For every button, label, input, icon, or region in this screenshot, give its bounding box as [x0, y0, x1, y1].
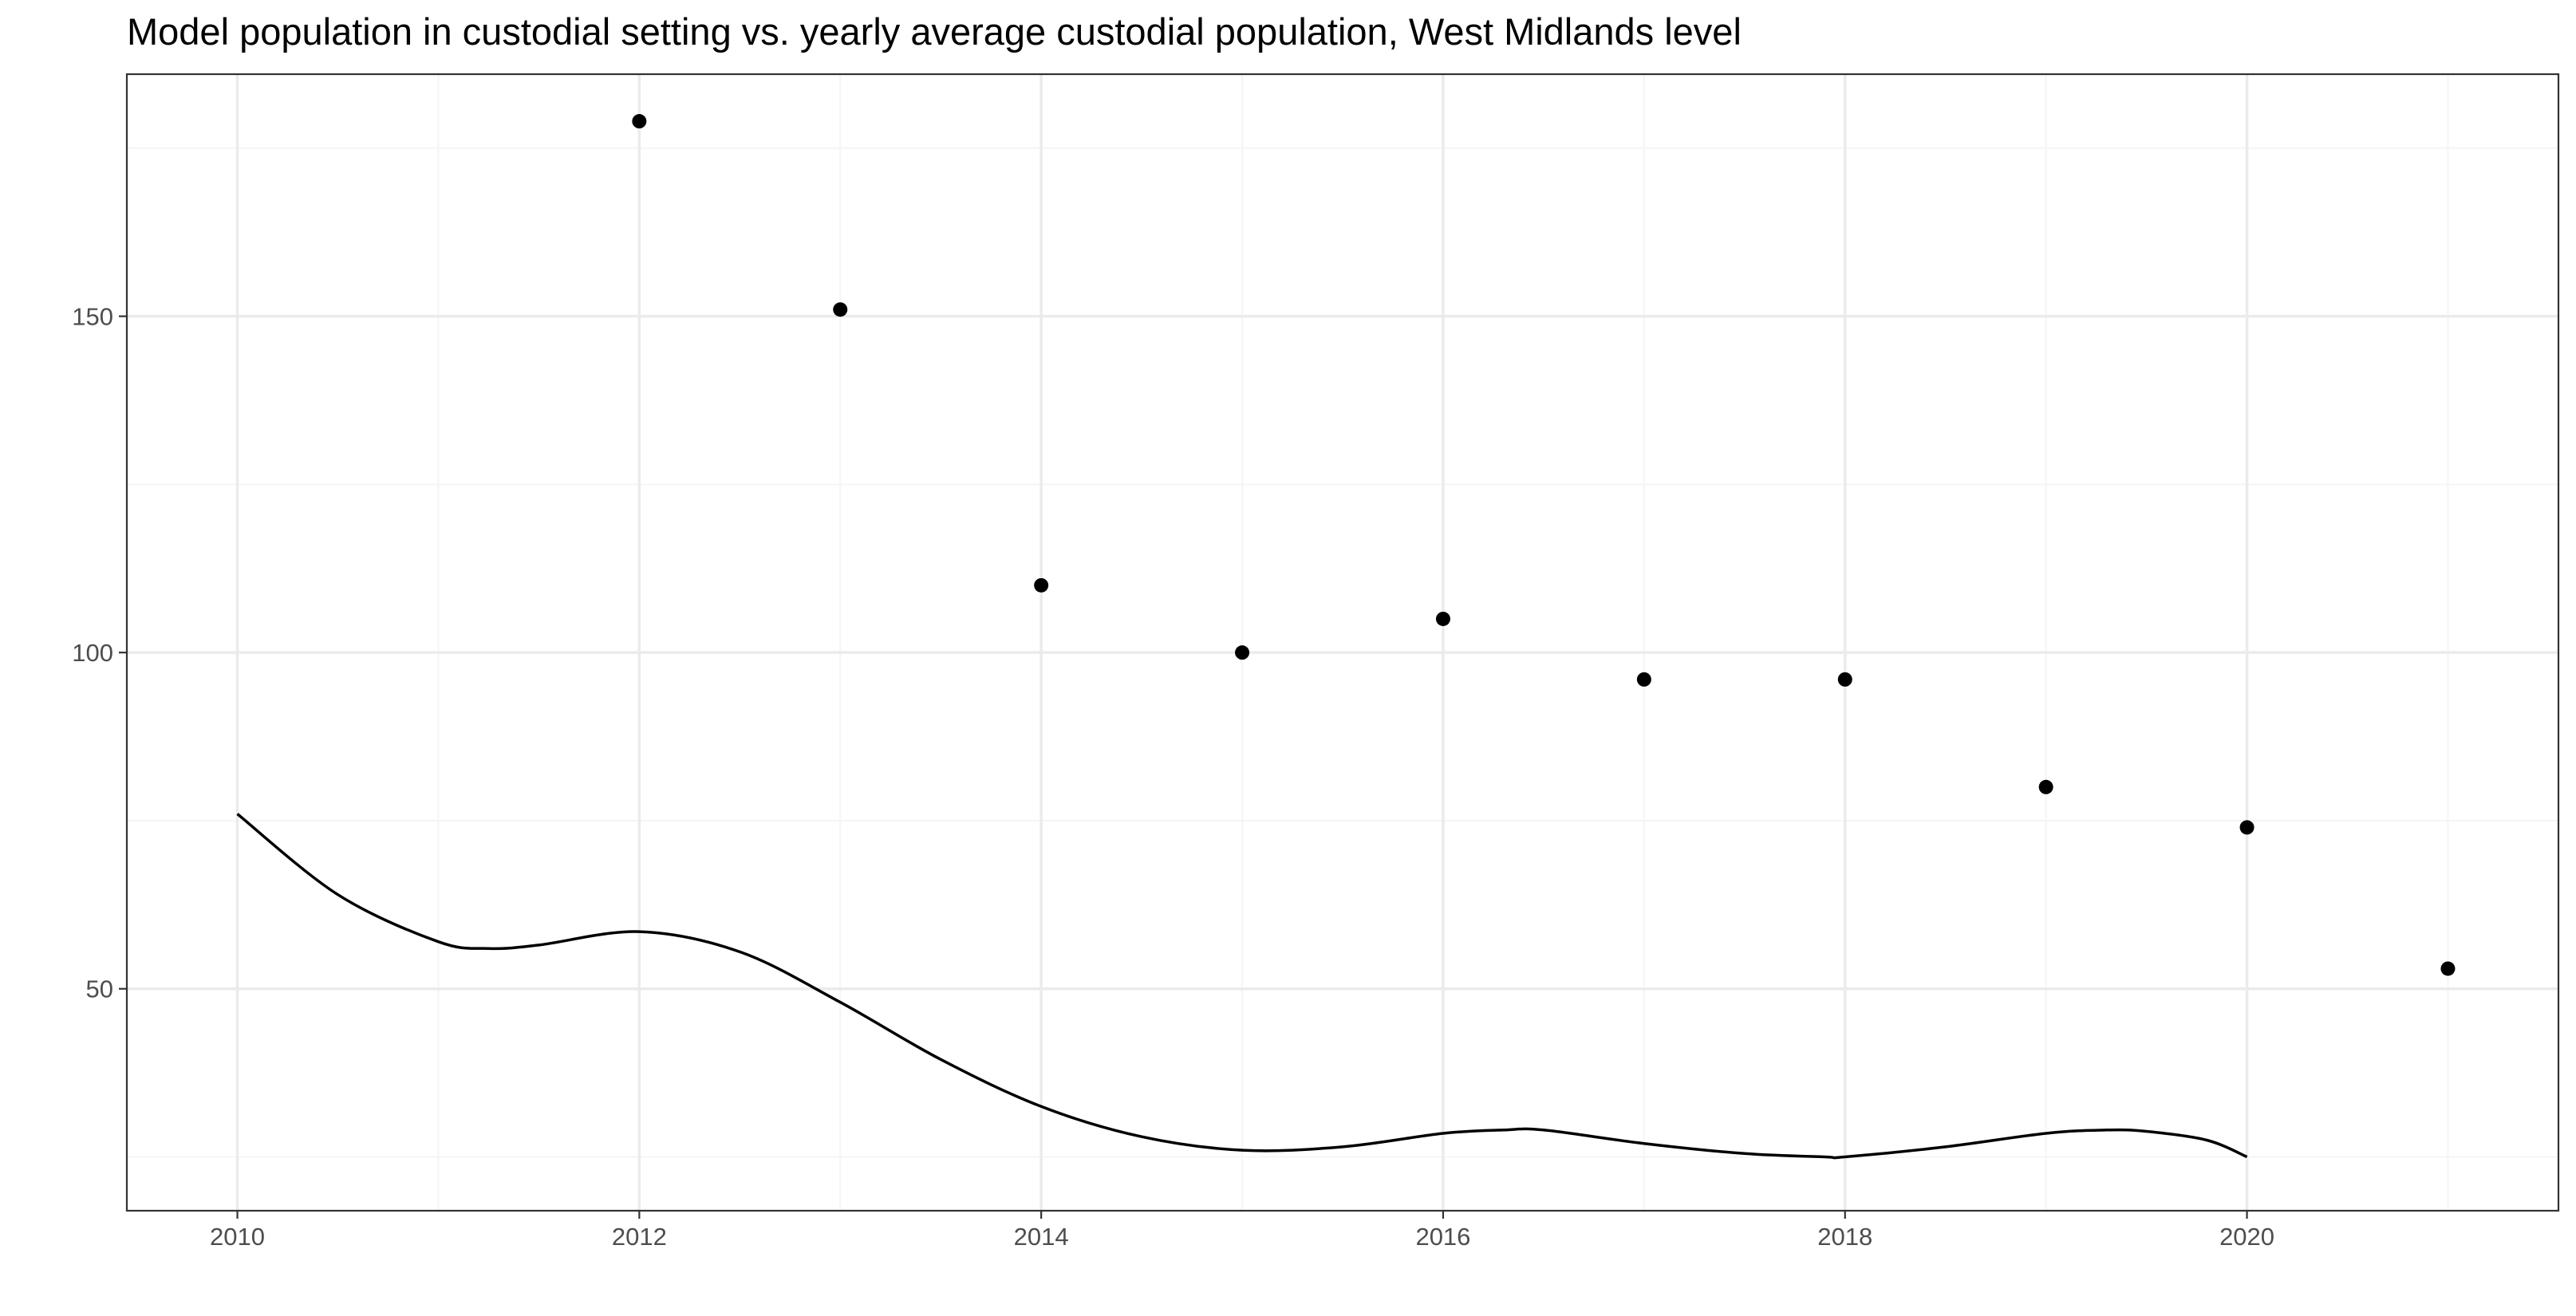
x-tick-label: 2012	[612, 1223, 667, 1251]
point-series	[632, 114, 2456, 976]
y-tick-label: 50	[86, 975, 113, 1003]
data-point	[632, 114, 647, 129]
x-tick-label: 2016	[1415, 1223, 1470, 1251]
data-point	[2239, 820, 2254, 835]
x-tick-label: 2010	[210, 1223, 265, 1251]
data-point	[2038, 779, 2053, 794]
data-point	[2440, 961, 2456, 976]
axes: 2010 2012 2014 2016 2018 2020 50 100 150	[72, 303, 2274, 1251]
model-population-line	[236, 813, 2248, 1160]
y-tick-label: 150	[72, 303, 113, 331]
grid-lines	[127, 74, 2558, 1211]
chart-title: Model population in custodial setting vs…	[127, 10, 1742, 53]
x-tick-label: 2018	[1817, 1223, 1872, 1251]
panel-border	[125, 73, 2560, 1212]
data-point	[1435, 611, 1450, 626]
line-series	[236, 813, 2248, 1160]
data-point	[833, 302, 848, 317]
data-point	[1837, 672, 1852, 687]
data-point	[1034, 577, 1049, 593]
x-tick-label: 2020	[2219, 1223, 2274, 1251]
data-point	[1636, 672, 1651, 687]
x-tick-label: 2014	[1014, 1223, 1069, 1251]
y-tick-label: 100	[72, 639, 113, 667]
data-point	[1235, 645, 1250, 660]
